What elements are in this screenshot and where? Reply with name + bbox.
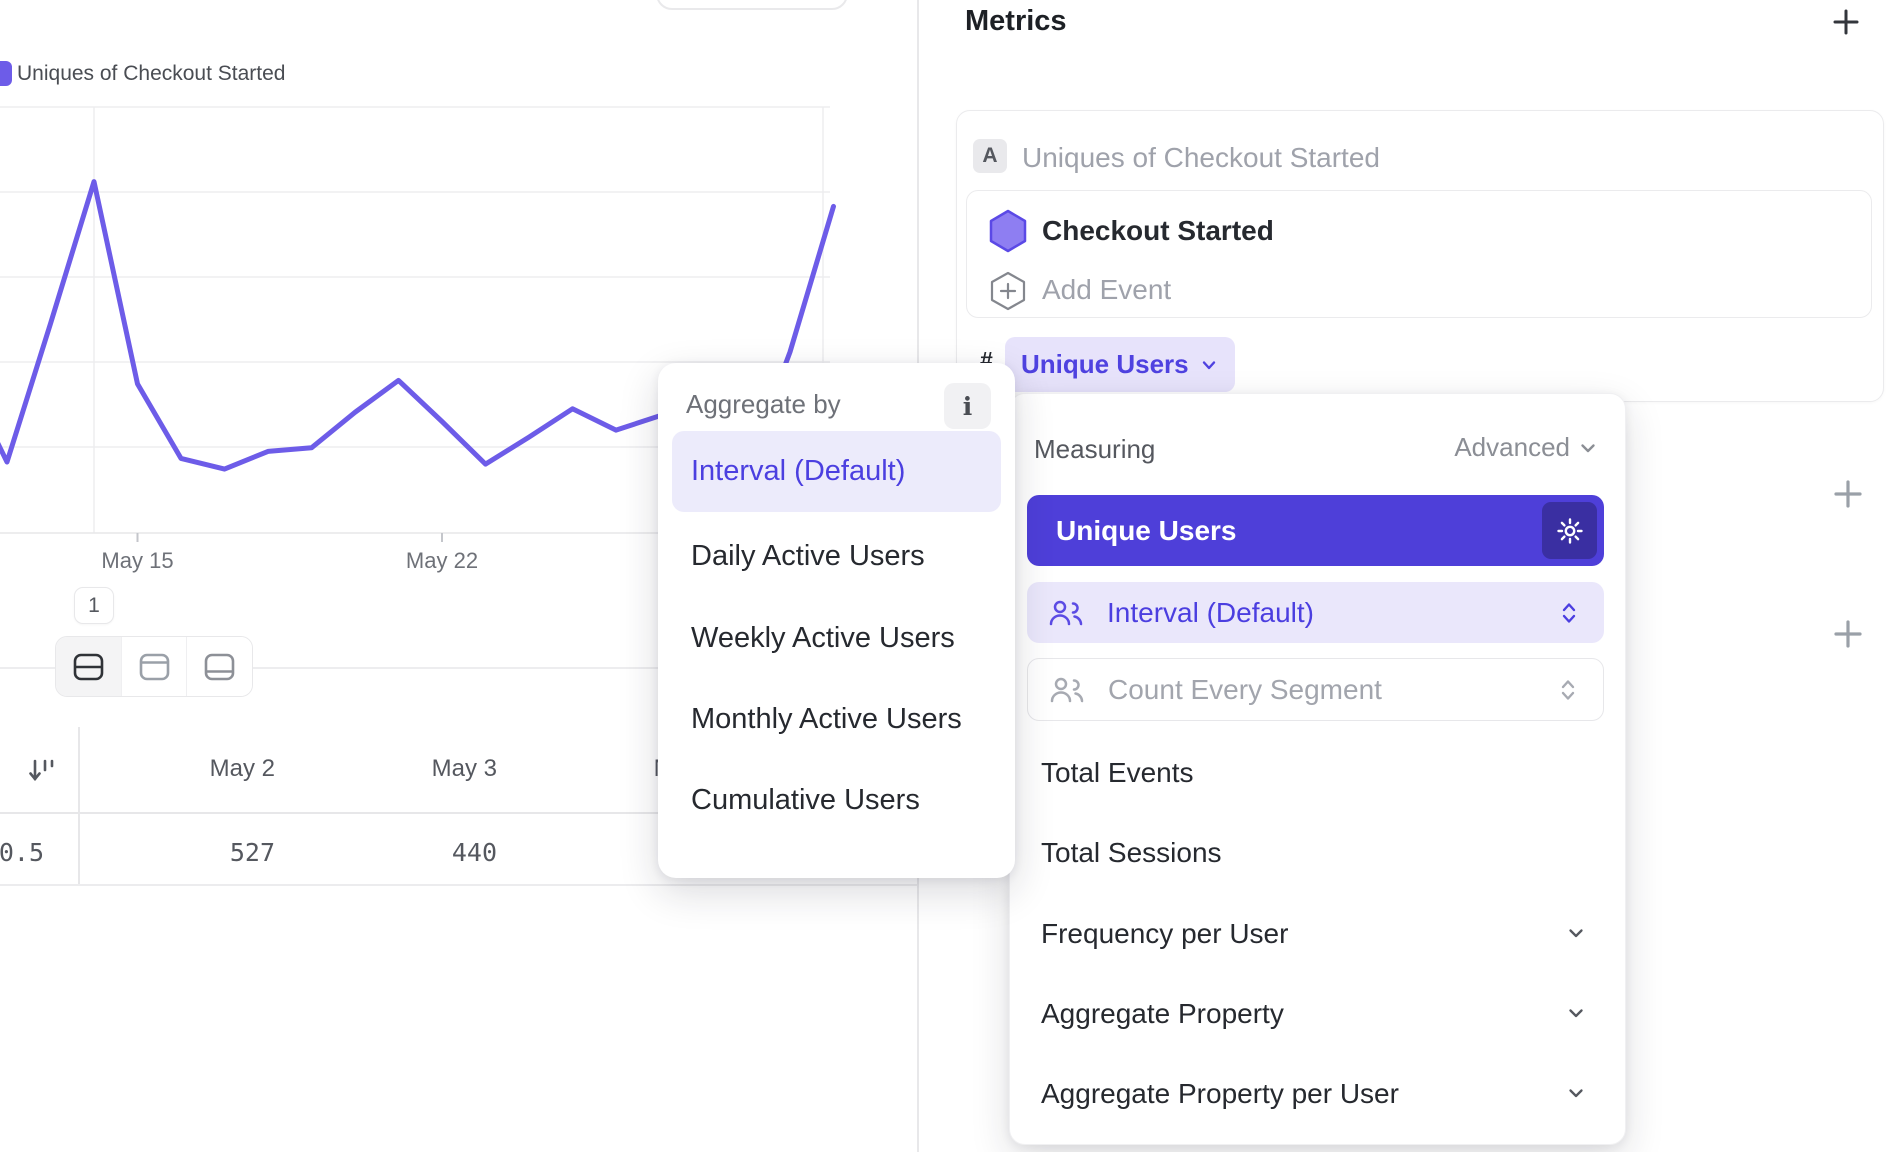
table-row-border [0, 884, 917, 886]
table-row-label: 0.5 [0, 838, 44, 867]
chevron-down-icon[interactable] [1565, 1082, 1587, 1104]
aggregate-option-cumulative-users[interactable]: Cumulative Users [691, 784, 920, 816]
layout-split-button[interactable] [56, 637, 122, 696]
event-hexagon-icon [989, 209, 1027, 253]
section-divider [0, 667, 917, 669]
layout-table-only-button[interactable] [187, 637, 252, 696]
chevron-down-icon[interactable] [1565, 922, 1587, 944]
segment-count-selector[interactable]: Count Every Segment [1027, 658, 1604, 721]
metric-card-title: Uniques of Checkout Started [1022, 142, 1380, 173]
info-icon[interactable]: i [944, 383, 991, 429]
table-cell-may3: 440 [451, 838, 497, 867]
legend-label: Uniques of Checkout Started [17, 62, 286, 85]
layout-bottom-icon [204, 653, 235, 680]
metrics-panel-title: Metrics [965, 5, 1067, 37]
table-header-border [0, 812, 917, 814]
layout-top-icon [139, 653, 169, 680]
measuring-mode-label: Advanced [1454, 432, 1570, 462]
measure-option-total-sessions[interactable]: Total Sessions [1041, 837, 1222, 868]
table-header-may3[interactable]: May 3 [431, 755, 497, 782]
measure-option-aggregate-property-per-user[interactable]: Aggregate Property per User [1041, 1078, 1399, 1109]
measuring-title: Measuring [1034, 434, 1156, 464]
updown-chevrons-icon [1559, 676, 1577, 704]
chevron-down-icon [1581, 443, 1595, 452]
measure-chip-label: Unique Users [1021, 349, 1189, 379]
chevron-down-icon [1202, 360, 1215, 369]
aggregate-by-title: Aggregate by [686, 389, 841, 419]
x-tick-label-0: May 15 [101, 548, 174, 573]
table-header-may2[interactable]: May 2 [209, 755, 275, 782]
aggregate-option-monthly-active-users[interactable]: Monthly Active Users [691, 703, 962, 735]
event-list-card [966, 190, 1872, 318]
users-icon [1050, 676, 1084, 704]
aggregate-by-selected: Interval (Default) [1107, 596, 1314, 628]
measure-settings-button[interactable] [1542, 502, 1597, 559]
updown-chevrons-icon [1560, 599, 1578, 627]
aggregate-by-popup: Aggregate by i Interval (Default) Daily … [658, 363, 1015, 878]
layout-chart-only-button[interactable] [121, 637, 188, 696]
aggregate-option-weekly-active-users[interactable]: Weekly Active Users [691, 622, 955, 654]
measuring-mode-dropdown[interactable]: Advanced [1454, 432, 1599, 463]
layout-split-icon [73, 653, 104, 680]
table-cell-may2: 527 [229, 838, 275, 867]
layout-toggle-group [55, 636, 253, 697]
add-event-label[interactable]: Add Event [1042, 274, 1172, 305]
aggregate-by-selector[interactable]: Interval (Default) [1027, 582, 1604, 643]
legend-swatch [0, 61, 12, 86]
event-name[interactable]: Checkout Started [1042, 215, 1274, 246]
measure-option-frequency-per-user[interactable]: Frequency per User [1041, 918, 1289, 949]
aggregate-selected-label: Interval (Default) [691, 455, 906, 487]
metric-letter-badge: A [973, 139, 1007, 173]
add-event-hexagon-icon[interactable] [989, 271, 1027, 311]
add-metric-plus-icon[interactable] [1832, 8, 1860, 36]
add-breakdown-plus-icon[interactable] [1832, 618, 1864, 650]
users-icon [1049, 599, 1083, 627]
measure-option-aggregate-property[interactable]: Aggregate Property [1041, 998, 1284, 1029]
measure-option-total-events[interactable]: Total Events [1041, 757, 1194, 788]
sort-descending-icon[interactable] [26, 755, 58, 787]
measure-dropdown-chip[interactable]: Unique Users [1005, 337, 1235, 392]
measure-selected-label: Unique Users [1056, 515, 1237, 546]
table-column-divider [78, 727, 80, 885]
add-filter-plus-icon[interactable] [1832, 478, 1864, 510]
aggregate-option-interval-default[interactable]: Interval (Default) [672, 431, 1001, 512]
measuring-panel: Measuring Advanced Unique Users [1009, 393, 1626, 1145]
series-count-badge[interactable]: 1 [74, 587, 114, 624]
x-tick-label-1: May 22 [405, 548, 479, 573]
measure-selected-unique-users[interactable]: Unique Users [1027, 495, 1604, 566]
gear-icon [1556, 517, 1583, 544]
segment-count-label: Count Every Segment [1108, 673, 1382, 705]
chevron-down-icon[interactable] [1565, 1002, 1587, 1024]
aggregate-option-daily-active-users[interactable]: Daily Active Users [691, 540, 925, 572]
